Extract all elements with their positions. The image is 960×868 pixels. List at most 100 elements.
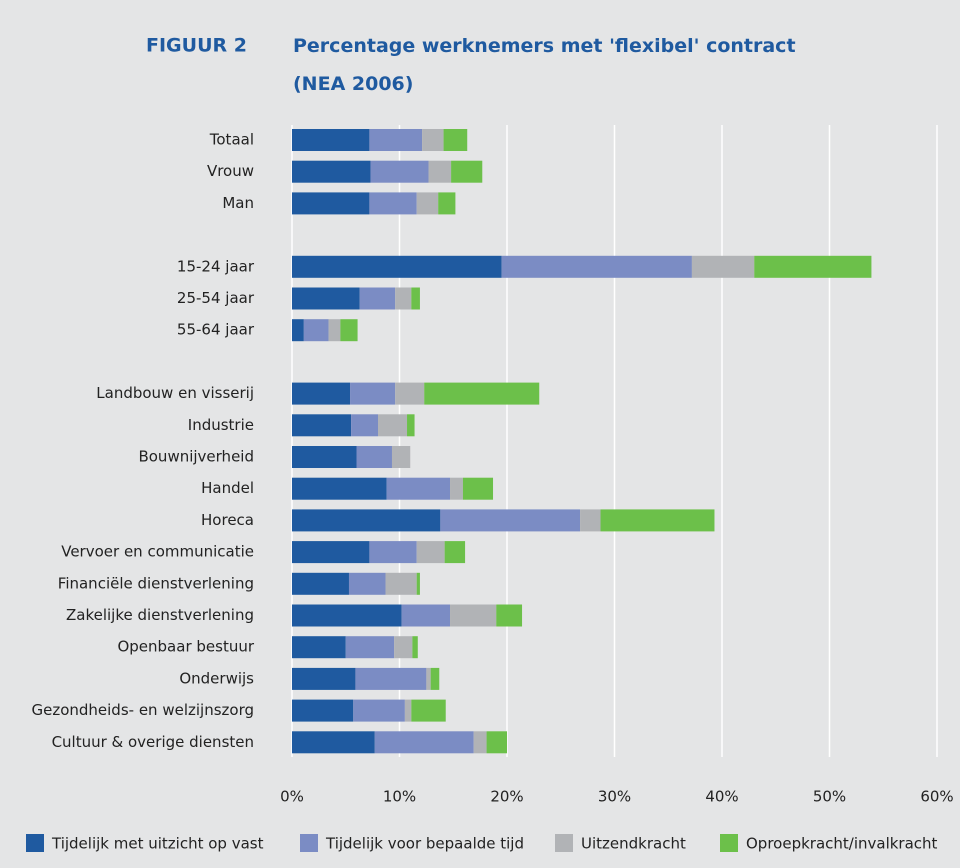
y-tick-label: 15-24 jaar [177, 257, 255, 275]
bar-segment [580, 509, 601, 532]
bar-segment [430, 667, 440, 690]
bar-segment [394, 636, 413, 659]
y-tick-label: Cultuur & overige diensten [52, 733, 254, 751]
bar-segment [462, 477, 494, 500]
x-tick-label: 0% [280, 788, 304, 806]
bar-segment [292, 382, 351, 405]
legend-label: Tijdelijk voor bepaalde tijd [325, 835, 524, 853]
bar-segment [486, 731, 507, 754]
chart-title: Percentage werknemers met 'flexibel' con… [293, 35, 796, 95]
x-tick-label: 60% [920, 788, 953, 806]
y-tick-label: 25-54 jaar [177, 289, 255, 307]
bar-segment [754, 255, 872, 278]
bar-segment [450, 477, 463, 500]
bar-segment [328, 319, 341, 342]
bar-segment [292, 699, 354, 722]
bar-segment [292, 319, 304, 342]
bar-segment [395, 382, 425, 405]
bar-segment [600, 509, 715, 532]
bar-segment [355, 667, 427, 690]
y-tick-label: 55-64 jaar [177, 321, 255, 339]
y-tick-label: Industrie [188, 416, 254, 434]
bar-segment [451, 160, 483, 183]
bar-segment [416, 541, 445, 564]
bar-segment [356, 446, 392, 468]
bar-segment [345, 636, 395, 659]
bar-segment [292, 477, 387, 500]
legend-swatch [720, 834, 738, 852]
bar-segment [422, 129, 444, 151]
bar-segment [404, 699, 412, 722]
bar-segment [473, 731, 487, 754]
bar-segment [292, 541, 370, 564]
y-tick-label: Horeca [201, 511, 254, 529]
bar-segment [378, 414, 408, 437]
x-tick-label: 30% [598, 788, 631, 806]
bar-segment [292, 129, 370, 151]
bar-segment [401, 604, 451, 627]
bar-segment [348, 572, 386, 595]
bar-segment [351, 414, 378, 437]
bar-segment [412, 636, 418, 659]
bar-segment [691, 255, 755, 278]
bar-segment [350, 382, 396, 405]
bar-segment [416, 192, 439, 215]
x-tick-label: 10% [383, 788, 416, 806]
bar-segment [340, 319, 358, 342]
y-tick-label: Handel [201, 479, 254, 497]
bar-segment [353, 699, 405, 722]
y-tick-label: Man [222, 194, 254, 212]
bar-segment [370, 160, 429, 183]
bar-segment [450, 604, 497, 627]
bar-segment [292, 255, 502, 278]
bar-segment [374, 731, 474, 754]
bar-segment [369, 192, 417, 215]
legend-label: Uitzendkracht [581, 835, 686, 853]
bar-segment [426, 667, 431, 690]
legend-swatch [26, 834, 44, 852]
x-tick-label: 40% [705, 788, 738, 806]
bar-segment [444, 541, 466, 564]
legend-swatch [555, 834, 573, 852]
x-tick-label: 20% [490, 788, 523, 806]
bar-segment [428, 160, 452, 183]
bar-segment [292, 509, 441, 532]
bar-segment [416, 572, 420, 595]
bar-segment [369, 541, 417, 564]
legend-swatch [300, 834, 318, 852]
bar-segment [386, 477, 451, 500]
bar-segment [303, 319, 329, 342]
bar-segment [369, 129, 423, 151]
y-tick-label: Zakelijke dienstverlening [66, 606, 254, 624]
bar-segment [292, 192, 370, 215]
y-tick-label: Vervoer en communicatie [61, 543, 254, 561]
y-tick-label: Landbouw en visserij [96, 384, 254, 402]
bar-segment [292, 446, 357, 468]
y-tick-label: Financiële dienstverlening [58, 574, 254, 592]
legend-label: Tijdelijk met uitzicht op vast [51, 835, 264, 853]
bar-segment [438, 192, 456, 215]
bar-segment [292, 604, 402, 627]
y-tick-label: Vrouw [207, 162, 254, 180]
bar-segment [292, 160, 371, 183]
bar-segment [292, 287, 360, 310]
bar-segment [501, 255, 692, 278]
bar-segment [395, 287, 412, 310]
y-tick-label: Openbaar bestuur [117, 638, 254, 656]
bar-segment [292, 667, 356, 690]
bar-segment [359, 287, 396, 310]
bar-segment [443, 129, 468, 151]
bar-segment [424, 382, 540, 405]
bar-segment [391, 446, 411, 468]
y-tick-label: Totaal [209, 131, 254, 149]
bar-segment [407, 414, 415, 437]
y-tick-label: Gezondheids- en welzijnszorg [31, 701, 254, 719]
legend-label: Oproepkracht/invalkracht [746, 835, 938, 853]
bar-segment [440, 509, 581, 532]
x-tick-label: 50% [813, 788, 846, 806]
bar-segment [411, 287, 420, 310]
bar-segment [292, 572, 349, 595]
figure-label: FIGUUR 2 [146, 35, 247, 57]
